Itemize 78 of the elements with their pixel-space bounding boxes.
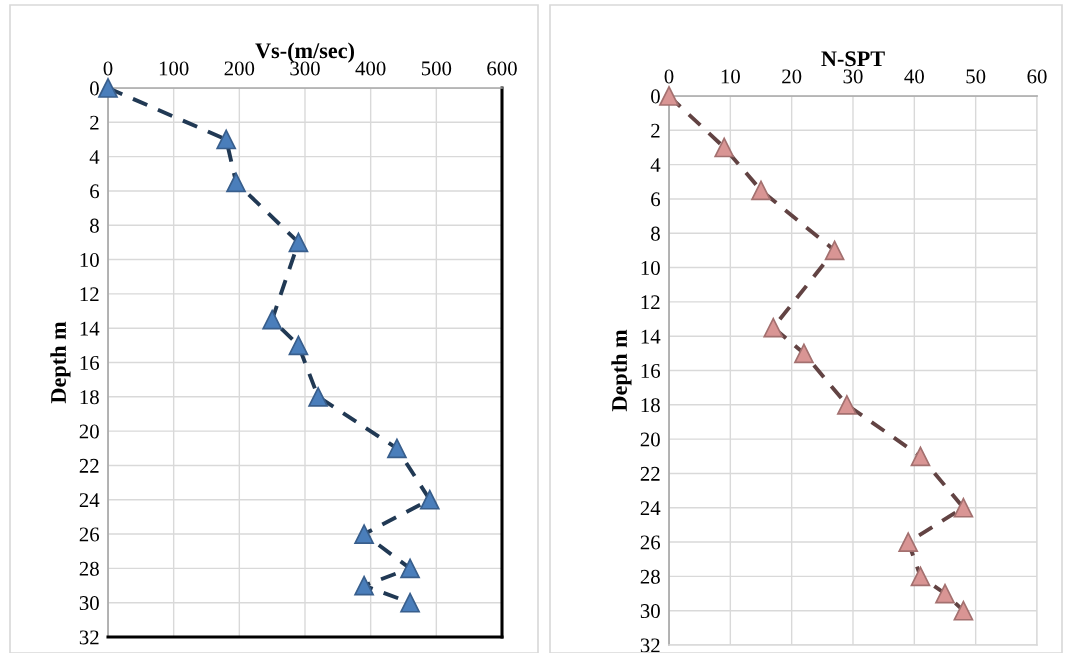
y-tick-label: 0	[651, 89, 660, 104]
x-tick-label: 40	[904, 69, 924, 84]
y-tick-label: 32	[640, 638, 660, 653]
y-tick-label: 20	[640, 432, 660, 447]
y-tick-label: 0	[90, 81, 99, 96]
y-tick-label: 8	[90, 218, 99, 233]
x-tick-label: 200	[224, 61, 255, 76]
point	[953, 497, 974, 518]
point	[308, 386, 328, 407]
y-axis-title: Depth m	[611, 329, 632, 412]
y-tick-label: 32	[79, 630, 99, 645]
point	[837, 394, 857, 415]
y-tick-label: 10	[80, 252, 99, 267]
point	[400, 592, 420, 613]
x-tick-label: 0	[103, 61, 113, 76]
y-tick-label: 10	[641, 260, 660, 275]
y-tick-label: 22	[79, 458, 99, 473]
point	[262, 309, 283, 330]
y-tick-label: 24	[79, 493, 100, 507]
x-tick-label: 400	[355, 61, 386, 76]
y-tick-label: 4	[89, 150, 100, 164]
point	[288, 232, 309, 253]
point	[953, 600, 974, 621]
x-axis-title: N-SPT	[821, 51, 885, 67]
x-tick-label: 600	[487, 61, 517, 76]
x-tick-label: 300	[290, 61, 320, 76]
x-tick-label: 0	[664, 69, 674, 84]
point	[763, 317, 784, 338]
point	[387, 438, 407, 459]
point	[354, 575, 374, 596]
y-tick-label: 6	[651, 192, 661, 207]
y-tick-label: 14	[80, 321, 100, 336]
x-tick-label: 500	[421, 61, 452, 76]
point	[714, 137, 735, 158]
point	[910, 446, 931, 467]
point	[226, 172, 246, 193]
y-tick-label: 18	[641, 398, 660, 413]
point	[354, 524, 374, 544]
y-tick-label: 20	[79, 424, 99, 439]
y-tick-label: 4	[650, 158, 661, 172]
x-tick-label: 30	[843, 69, 863, 84]
y-tick-label: 26	[79, 527, 100, 542]
point	[288, 335, 309, 356]
y-tick-label: 2	[90, 115, 99, 130]
x-tick-label: 50	[966, 69, 986, 84]
y-tick-label: 16	[641, 363, 661, 378]
y-tick-label: 12	[80, 287, 99, 302]
x-tick-label: 10	[721, 69, 740, 84]
point	[216, 129, 237, 150]
point	[659, 86, 679, 106]
point	[98, 78, 118, 98]
y-tick-label: 28	[640, 569, 660, 584]
point	[824, 240, 845, 261]
point	[794, 343, 814, 364]
y-tick-label: 24	[640, 501, 661, 515]
y-tick-label: 16	[80, 355, 100, 370]
y-tick-label: 12	[641, 295, 660, 310]
y-tick-label: 30	[79, 596, 99, 611]
point	[898, 532, 919, 552]
x-tick-label: 60	[1027, 69, 1047, 84]
y-tick-label: 26	[640, 535, 661, 550]
point	[751, 180, 771, 201]
y-tick-label: 2	[651, 123, 660, 138]
point	[419, 489, 440, 510]
point	[935, 583, 955, 604]
y-tick-label: 6	[90, 184, 100, 199]
x-tick-label: 20	[782, 69, 802, 84]
y-tick-label: 8	[651, 226, 660, 241]
point	[400, 558, 420, 579]
y-tick-label: 14	[641, 329, 661, 344]
point	[910, 566, 931, 587]
y-tick-label: 28	[79, 561, 99, 576]
y-axis-title: Depth m	[50, 321, 71, 404]
y-tick-label: 18	[80, 390, 99, 405]
x-axis-title: Vs-(m/sec)	[255, 42, 354, 63]
y-tick-label: 30	[640, 604, 660, 619]
y-tick-label: 22	[640, 466, 660, 481]
x-tick-label: 100	[159, 61, 189, 76]
